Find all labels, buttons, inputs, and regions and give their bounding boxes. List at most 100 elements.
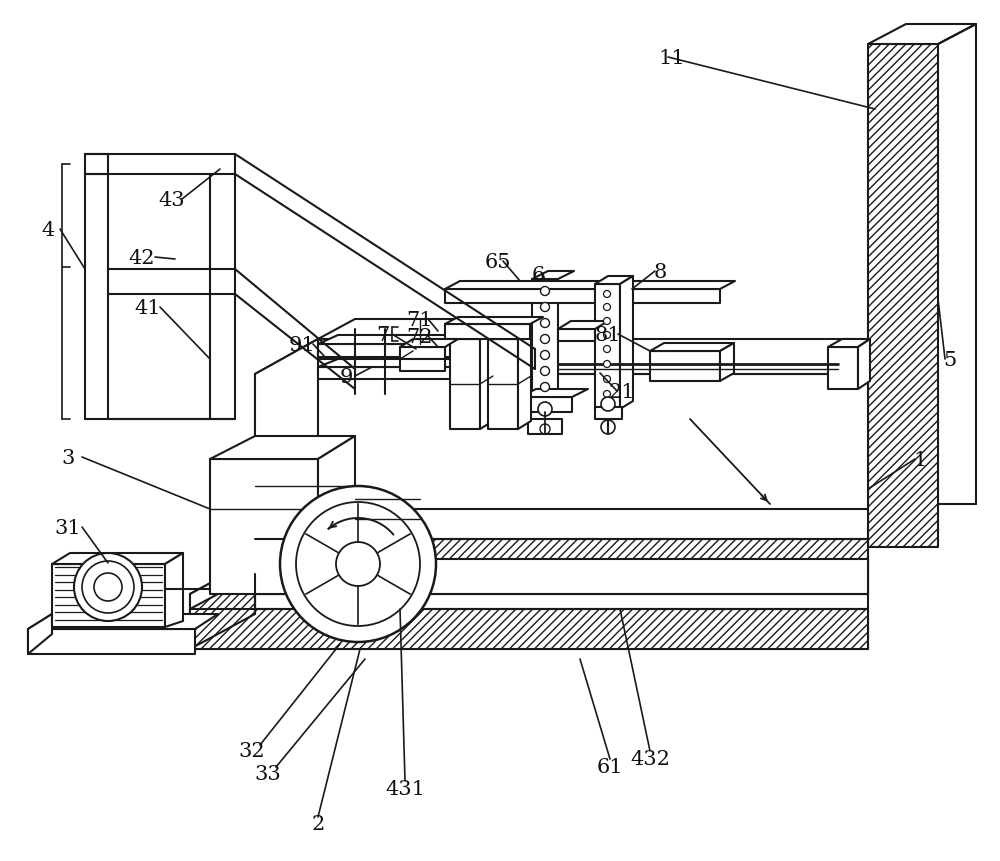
Circle shape xyxy=(540,319,550,328)
Circle shape xyxy=(604,332,610,339)
Polygon shape xyxy=(165,554,183,628)
Text: 2: 2 xyxy=(311,815,325,833)
Polygon shape xyxy=(190,610,868,649)
Polygon shape xyxy=(255,539,868,594)
Polygon shape xyxy=(858,339,870,389)
Circle shape xyxy=(601,398,615,412)
Polygon shape xyxy=(400,360,445,372)
Polygon shape xyxy=(318,344,535,357)
Text: 11: 11 xyxy=(659,48,685,67)
Polygon shape xyxy=(255,339,868,375)
Polygon shape xyxy=(520,389,588,398)
Polygon shape xyxy=(868,25,976,45)
Circle shape xyxy=(604,376,610,383)
Circle shape xyxy=(82,561,134,613)
Polygon shape xyxy=(318,437,355,594)
Polygon shape xyxy=(255,510,318,594)
Circle shape xyxy=(280,486,436,642)
Text: 65: 65 xyxy=(485,252,511,271)
Circle shape xyxy=(604,304,610,311)
Polygon shape xyxy=(190,560,868,594)
Polygon shape xyxy=(828,339,870,348)
Text: 7: 7 xyxy=(376,325,390,344)
Polygon shape xyxy=(558,322,608,330)
Polygon shape xyxy=(828,348,858,389)
Polygon shape xyxy=(650,344,734,351)
Circle shape xyxy=(538,403,552,417)
Text: 91: 91 xyxy=(289,335,315,354)
Polygon shape xyxy=(518,331,531,430)
Polygon shape xyxy=(620,276,633,410)
Circle shape xyxy=(336,542,380,586)
Polygon shape xyxy=(318,360,555,368)
Text: 32: 32 xyxy=(239,741,265,760)
Polygon shape xyxy=(400,348,445,360)
Text: 6: 6 xyxy=(531,265,545,284)
Polygon shape xyxy=(528,419,562,435)
Text: 1: 1 xyxy=(913,450,927,469)
Circle shape xyxy=(601,420,615,435)
Polygon shape xyxy=(52,564,165,628)
Polygon shape xyxy=(28,614,52,654)
Polygon shape xyxy=(595,276,633,285)
Polygon shape xyxy=(318,339,510,360)
Polygon shape xyxy=(445,325,530,339)
Text: 72: 72 xyxy=(407,327,433,346)
Polygon shape xyxy=(450,339,480,430)
Text: 21: 21 xyxy=(609,382,635,401)
Circle shape xyxy=(540,288,550,296)
Polygon shape xyxy=(868,45,938,548)
Polygon shape xyxy=(255,339,318,594)
Polygon shape xyxy=(720,344,734,381)
Circle shape xyxy=(540,424,550,435)
Circle shape xyxy=(604,291,610,298)
Text: 42: 42 xyxy=(129,248,155,267)
Text: 9: 9 xyxy=(339,367,353,386)
Polygon shape xyxy=(558,330,595,342)
Circle shape xyxy=(540,351,550,360)
Text: 41: 41 xyxy=(135,298,161,317)
Text: 71: 71 xyxy=(407,310,433,329)
Circle shape xyxy=(74,554,142,622)
Polygon shape xyxy=(28,614,218,629)
Text: 431: 431 xyxy=(385,779,425,798)
Text: 31: 31 xyxy=(55,518,81,537)
Text: 3: 3 xyxy=(61,448,75,467)
Polygon shape xyxy=(488,339,518,430)
Text: 5: 5 xyxy=(943,350,957,369)
Text: 432: 432 xyxy=(630,750,670,769)
Polygon shape xyxy=(210,437,355,460)
Polygon shape xyxy=(532,280,558,410)
Circle shape xyxy=(540,367,550,376)
Text: 8: 8 xyxy=(653,263,667,282)
Polygon shape xyxy=(595,285,620,410)
Text: 4: 4 xyxy=(41,220,55,239)
Polygon shape xyxy=(28,629,195,654)
Polygon shape xyxy=(445,282,735,289)
Circle shape xyxy=(540,335,550,344)
Polygon shape xyxy=(190,560,255,649)
Polygon shape xyxy=(532,272,574,280)
Polygon shape xyxy=(190,574,255,649)
Polygon shape xyxy=(520,398,572,412)
Circle shape xyxy=(94,573,122,601)
Polygon shape xyxy=(210,460,318,594)
Circle shape xyxy=(540,303,550,313)
Polygon shape xyxy=(255,375,868,594)
Polygon shape xyxy=(52,554,183,564)
Polygon shape xyxy=(480,331,493,430)
Polygon shape xyxy=(595,407,622,419)
Polygon shape xyxy=(445,289,720,304)
Polygon shape xyxy=(190,594,868,649)
Polygon shape xyxy=(450,331,493,339)
Polygon shape xyxy=(318,336,555,344)
Text: 81: 81 xyxy=(595,325,621,344)
Text: 61: 61 xyxy=(597,758,623,777)
Text: 33: 33 xyxy=(255,765,281,784)
Polygon shape xyxy=(445,318,543,325)
Polygon shape xyxy=(400,339,458,348)
Circle shape xyxy=(604,391,610,398)
Circle shape xyxy=(296,503,420,626)
Circle shape xyxy=(604,318,610,325)
Polygon shape xyxy=(488,331,531,339)
